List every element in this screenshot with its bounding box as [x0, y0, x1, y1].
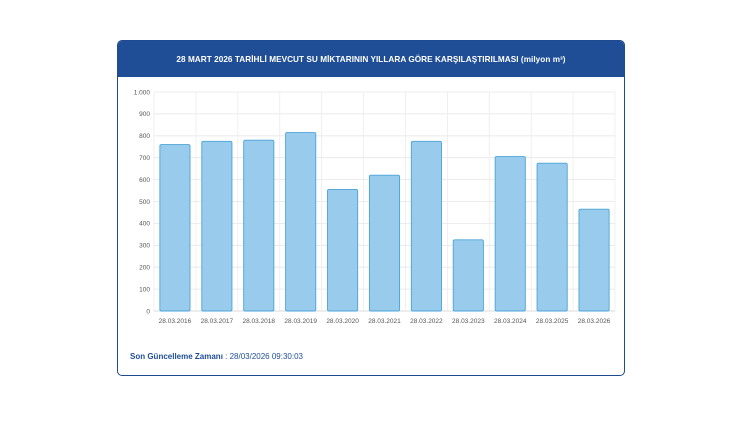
bar — [159, 144, 191, 312]
y-tick-label: 500 — [139, 199, 150, 206]
bars — [159, 132, 610, 312]
bar — [578, 208, 610, 312]
y-tick-label: 800 — [139, 133, 150, 140]
bar — [327, 189, 359, 312]
y-tick-label: 600 — [139, 177, 150, 184]
x-tick-label: 28.03.2023 — [452, 318, 485, 325]
x-tick-label: 28.03.2020 — [326, 318, 359, 325]
x-tick-label: 28.03.2019 — [284, 318, 317, 325]
bar — [494, 156, 526, 312]
bar — [536, 162, 568, 312]
bar — [452, 239, 484, 312]
x-tick-label: 28.03.2016 — [159, 318, 192, 325]
x-tick-label: 28.03.2018 — [242, 318, 275, 325]
x-tick-label: 28.03.2026 — [578, 318, 611, 325]
bar — [201, 140, 233, 312]
bar — [368, 174, 401, 312]
last-updated: Son Güncelleme Zamanı : 28/03/2026 09:30… — [130, 352, 303, 361]
bar — [410, 140, 442, 312]
x-axis: 28.03.2016 28.03.2017 28.03.2018 28.03.2019… — [159, 318, 611, 325]
y-tick-label: 200 — [139, 265, 150, 272]
last-updated-label: Son Güncelleme Zamanı — [130, 352, 223, 361]
y-tick-label: 0 — [146, 308, 150, 315]
x-tick-label: 28.03.2022 — [410, 318, 443, 325]
last-updated-separator: : — [222, 352, 230, 361]
x-tick-label: 28.03.2017 — [201, 318, 234, 325]
x-tick-label: 28.03.2025 — [536, 318, 569, 325]
y-tick-label: 100 — [139, 286, 150, 293]
y-tick-label: 1.000 — [134, 89, 151, 96]
chart-card: 28 MART 2026 TARİHLİ MEVCUT SU MİKTARINI… — [117, 40, 625, 376]
y-tick-label: 300 — [139, 243, 150, 250]
bar-chart: 0 100 200 300 400 500 600 700 800 900 1.000 28.03.… — [134, 89, 616, 325]
y-axis: 0 100 200 300 400 500 600 700 800 900 1.000 — [134, 89, 151, 315]
x-tick-label: 28.03.2021 — [368, 318, 401, 325]
bar — [243, 139, 275, 312]
x-tick-label: 28.03.2024 — [494, 318, 527, 325]
chart-title: 28 MART 2026 TARİHLİ MEVCUT SU MİKTARINI… — [118, 41, 624, 77]
y-tick-label: 700 — [139, 155, 150, 162]
y-tick-label: 900 — [139, 111, 150, 118]
y-tick-label: 400 — [139, 221, 150, 228]
last-updated-value: 28/03/2026 09:30:03 — [229, 352, 303, 361]
bar — [285, 132, 317, 312]
